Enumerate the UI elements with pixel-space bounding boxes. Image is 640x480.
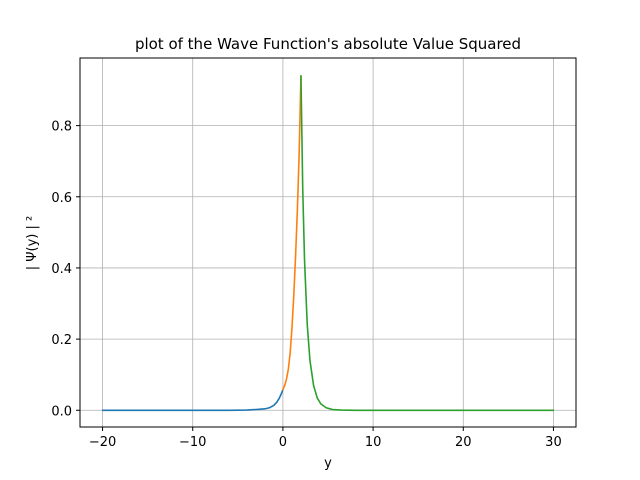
x-tick-label: 30 xyxy=(545,435,562,450)
grid xyxy=(80,58,576,427)
y-tick-label: 0.6 xyxy=(51,191,72,206)
y-tick-label: 0.0 xyxy=(51,404,72,419)
x-axis-label: y xyxy=(324,456,332,471)
x-tick-label: 10 xyxy=(365,435,382,450)
x-tick-label: −20 xyxy=(89,435,116,450)
chart-title: plot of the Wave Function's absolute Val… xyxy=(135,35,521,53)
x-tick-label: −10 xyxy=(179,435,206,450)
series-layer xyxy=(101,74,555,412)
y-axis-label: | Ψ(y) | ² xyxy=(25,216,40,270)
y-tick-label: 0.8 xyxy=(51,120,72,135)
y-tick-label: 0.4 xyxy=(51,262,72,277)
x-tick-label: 20 xyxy=(455,435,472,450)
plot-frame xyxy=(79,57,577,428)
ticks: −20 −10 0 10 20 30 0.0 0.2 0.4 0.6 0.8 xyxy=(51,120,561,450)
series-line-2 xyxy=(282,74,302,391)
series-line-3 xyxy=(300,74,555,412)
series-line-1 xyxy=(101,388,284,412)
x-tick-label: 0 xyxy=(279,435,287,450)
y-tick-label: 0.2 xyxy=(51,333,72,348)
